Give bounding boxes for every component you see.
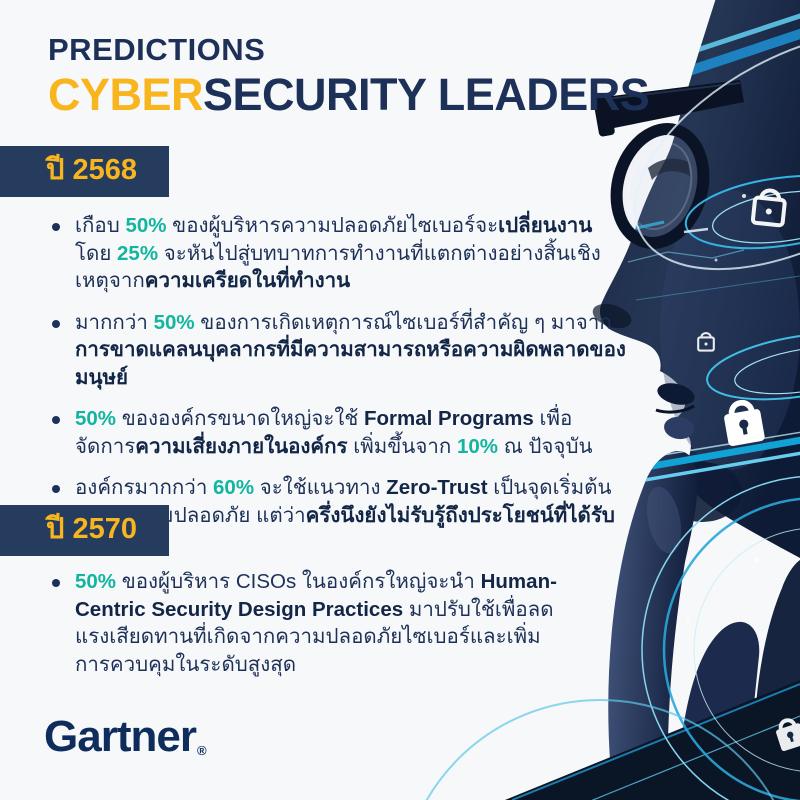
predictions-list-2570: 50% ของผู้บริหาร CISOs ในองค์กรใหญ่จะนำ … bbox=[48, 568, 560, 692]
orbit-ring-sleeve bbox=[425, 699, 775, 800]
title-rest: SECURITY LEADERS bbox=[203, 69, 650, 120]
spark-dot bbox=[686, 618, 690, 622]
orbit-ring-bottom-2 bbox=[641, 476, 800, 800]
sleeve-wedge bbox=[504, 680, 800, 800]
prediction-item: 50% ขององค์กรขนาดใหญ่จะใช้ Formal Progra… bbox=[48, 405, 626, 460]
sleeve-edge-line bbox=[511, 683, 800, 800]
nostril-shadow bbox=[592, 303, 632, 329]
lower-lip bbox=[664, 416, 694, 440]
year-badge-2570: ปี 2570 bbox=[0, 505, 169, 556]
orbit-ring-forehead bbox=[633, 29, 800, 271]
prediction-item: องค์กรมากกว่า 60% จะใช้แนวทาง Zero-Trust… bbox=[48, 474, 626, 529]
spark-dot bbox=[755, 558, 759, 562]
orbit-ring-bottom-3 bbox=[693, 528, 800, 772]
spark-dot bbox=[714, 258, 718, 262]
sleeve-edge-line-2 bbox=[591, 715, 800, 800]
orbit-ring-bottom-1 bbox=[662, 497, 800, 800]
title-accent: CYBER bbox=[48, 69, 204, 120]
upper-lip bbox=[657, 383, 695, 405]
circuit-ellipse-eye-inner bbox=[711, 190, 800, 244]
mouth-line bbox=[655, 404, 695, 414]
kicker-label: PREDICTIONS bbox=[48, 32, 266, 67]
eyebrow bbox=[648, 158, 690, 180]
circuit-trace bbox=[627, 249, 745, 263]
predictions-list-2568: เกือบ 50% ของผู้บริหารความปลอดภัยไซเบอร์… bbox=[48, 212, 626, 543]
prediction-item: เกือบ 50% ของผู้บริหารความปลอดภัยไซเบอร์… bbox=[48, 212, 626, 295]
year-badge-2568: ปี 2568 bbox=[0, 146, 169, 197]
circuit-ellipse-cheek-inner bbox=[734, 345, 800, 395]
index-finger bbox=[608, 450, 698, 800]
circuit-ellipse-cheek-outer bbox=[706, 331, 800, 401]
registered-mark: ® bbox=[196, 743, 207, 758]
gartner-logo-text: Gartner bbox=[44, 712, 197, 761]
circuit-trace-2 bbox=[635, 275, 800, 301]
gartner-logo: Gartner® bbox=[44, 712, 207, 762]
circuit-ellipse-eye-outer bbox=[684, 174, 800, 250]
eye-dash bbox=[683, 227, 709, 234]
finger-highlight bbox=[646, 486, 682, 554]
prediction-item: มากกว่า 50% ของการเกิดเหตุการณ์ไซเบอร์ที… bbox=[48, 309, 626, 392]
prediction-item: 50% ของผู้บริหาร CISOs ในองค์กรใหญ่จะนำ … bbox=[48, 568, 560, 678]
spark-dot bbox=[742, 194, 746, 198]
header: PREDICTIONS CYBERSECURITY LEADERS bbox=[48, 32, 650, 120]
page-title: CYBERSECURITY LEADERS bbox=[48, 69, 650, 120]
glasses bbox=[593, 80, 744, 249]
